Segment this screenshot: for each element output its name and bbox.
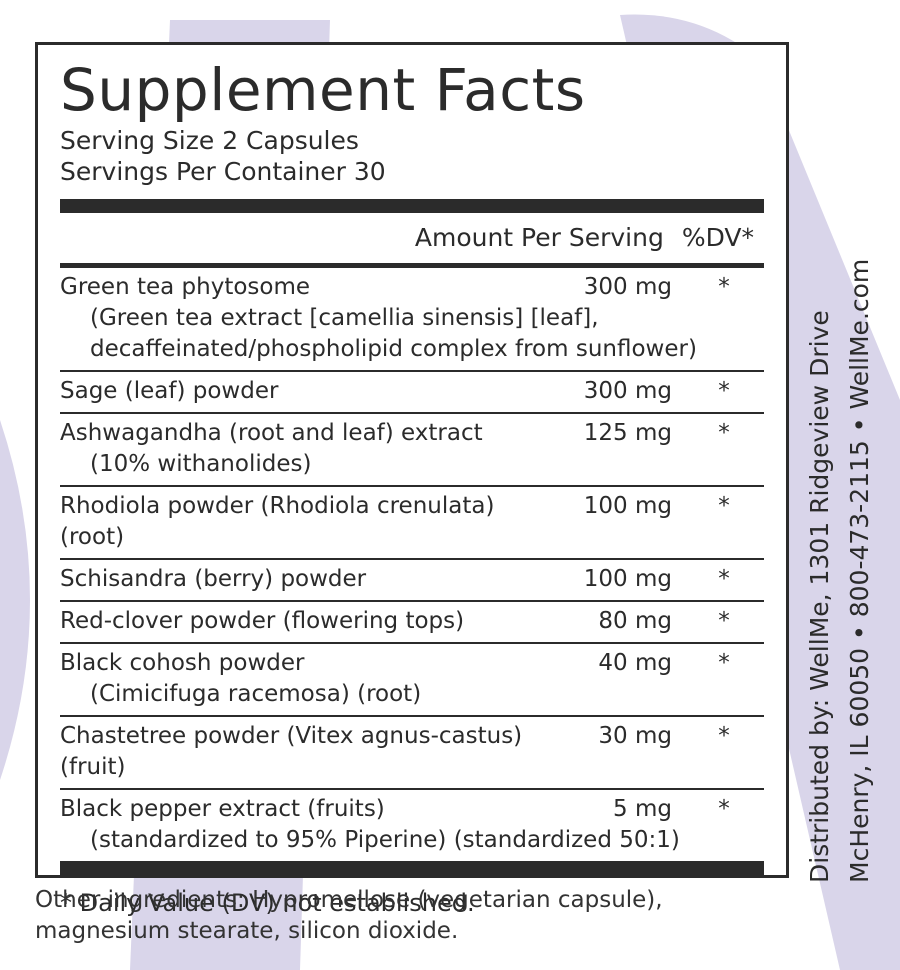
rule xyxy=(60,199,764,213)
amount: 80 mg xyxy=(598,608,672,634)
amount: 125 mg xyxy=(583,420,672,446)
ingredient-name: Red-clover powder (flowering tops) xyxy=(60,608,465,634)
column-label: Amount Per Serving xyxy=(414,223,664,252)
rule xyxy=(60,861,764,875)
daily-value: * xyxy=(718,274,730,300)
daily-value: * xyxy=(718,608,730,634)
ingredient-name: Black cohosh powder xyxy=(60,650,305,676)
ingredient-row: Ashwagandha (root and leaf) extract 125 m… xyxy=(60,414,764,487)
ingredient-row: Rhodiola powder (Rhodiola crenulata) (ro… xyxy=(60,487,764,560)
text-line: McHenry, IL 60050 • 800-473-2115 • WellM… xyxy=(845,258,874,883)
ingredient-row: Green tea phytosome 300 mg * (Green tea ext… xyxy=(60,268,764,372)
ingredient-detail: decaffeinated/phospholipid complex from … xyxy=(90,336,697,362)
amount: 30 mg xyxy=(598,723,672,749)
daily-value: * xyxy=(718,650,730,676)
ingredient-row: Sage (leaf) powder 300 mg * xyxy=(60,372,764,414)
ingredient-name: Green tea phytosome xyxy=(60,274,311,300)
text-line: Distributed by: WellMe, 1301 Ridgeview D… xyxy=(805,310,834,883)
amount: 40 mg xyxy=(598,650,672,676)
ingredient-detail: (10% withanolides) xyxy=(90,451,312,477)
daily-value: * xyxy=(718,566,730,592)
column-label: %DV* xyxy=(681,223,754,252)
ingredient-row: Schisandra (berry) powder 100 mg * xyxy=(60,560,764,602)
ingredient-name: Schisandra (berry) powder xyxy=(60,566,367,592)
ingredient-name: Black pepper extract (fruits) xyxy=(60,796,385,822)
ingredient-detail: (Cimicifuga racemosa) (root) xyxy=(90,681,422,707)
ingredient-row: Red-clover powder (flowering tops) 80 mg * xyxy=(60,602,764,644)
column-header: Amount Per Serving %DV* xyxy=(60,213,764,263)
daily-value: * xyxy=(718,420,730,446)
amount: 300 mg xyxy=(583,274,672,300)
ingredient-name: Rhodiola powder (Rhodiola crenulata) (ro… xyxy=(60,493,495,550)
other-ingredients: Other ingredients: Hypromellose (vegetar… xyxy=(35,885,663,947)
ingredient-row: Black cohosh powder 40 mg * (Cimicifuga rac… xyxy=(60,644,764,717)
daily-value: * xyxy=(718,493,730,519)
ingredient-row: Chastetree powder (Vitex agnus-castus) (… xyxy=(60,717,764,790)
serving-size: Serving Size 2 Capsules xyxy=(60,126,359,155)
ingredient-row: Black pepper extract (fruits) 5 mg * (stand… xyxy=(60,790,764,861)
distributor: Distributed by: WellMe, 1301 Ridgeview D… xyxy=(800,183,880,883)
footnote: * Daily Value (DV) not established. xyxy=(60,889,475,917)
bg-shape xyxy=(0,420,30,780)
ingredient-name: Sage (leaf) powder xyxy=(60,378,279,404)
ingredient-detail: (standardized to 95% Piperine) (standard… xyxy=(90,827,680,853)
amount: 5 mg xyxy=(613,796,672,822)
text-line: Other ingredients: Hypromellose (vegetar… xyxy=(35,887,663,913)
amount: 300 mg xyxy=(583,378,672,404)
daily-value: * xyxy=(718,723,730,749)
text-line: magnesium stearate, silicon dioxide. xyxy=(35,918,459,944)
amount: 100 mg xyxy=(583,493,672,519)
ingredient-name: Chastetree powder (Vitex agnus-castus) (… xyxy=(60,723,523,780)
facts-panel: Supplement Facts Serving Size 2 Capsules… xyxy=(35,42,789,917)
rule xyxy=(60,263,764,268)
ingredient-name: Ashwagandha (root and leaf) extract xyxy=(60,420,483,446)
daily-value: * xyxy=(718,378,730,404)
servings-per-container: Servings Per Container 30 xyxy=(60,157,386,186)
ingredient-table: Green tea phytosome 300 mg * (Green tea ext… xyxy=(60,268,764,861)
ingredient-detail: (Green tea extract [camellia sinensis] [… xyxy=(90,305,599,331)
daily-value: * xyxy=(718,796,730,822)
title: Supplement Facts xyxy=(60,56,586,124)
amount: 100 mg xyxy=(583,566,672,592)
